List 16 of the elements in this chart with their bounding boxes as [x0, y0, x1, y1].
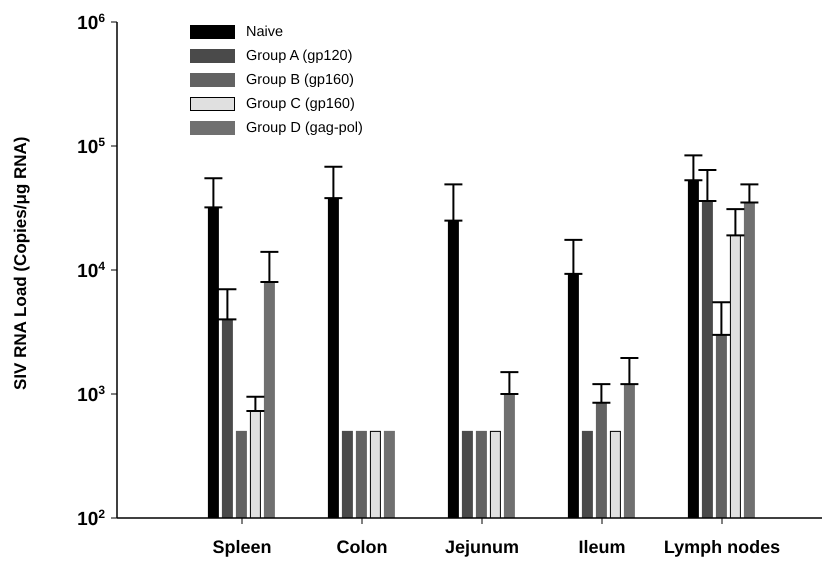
x-tick-label: Colon — [336, 536, 388, 557]
y-tick-label: 10$^{2}$ — [77, 507, 106, 530]
y-tick-label: 10$^{5}$ — [77, 135, 106, 158]
legend-label: Group C (gp160) — [246, 96, 355, 112]
x-tick-label: Jejunum — [444, 536, 520, 557]
legend-label: Naive — [246, 24, 284, 40]
legend-label: Group A (gp120) — [246, 48, 352, 64]
legend-label: Group B (gp160) — [246, 72, 354, 88]
y-tick-label: 10$^{4}$ — [77, 259, 106, 282]
x-tick-label: Ileum — [578, 536, 626, 557]
x-tick-label: Lymph nodes — [664, 536, 780, 557]
legend-label: Group D (gag-pol) — [246, 120, 363, 136]
y-axis-title: SIV RNA Load (Copies/μg RNA) — [11, 136, 30, 390]
y-tick-label: 10$^{6}$ — [77, 11, 106, 34]
y-tick-label: 10$^{3}$ — [77, 383, 106, 406]
x-tick-label: Spleen — [212, 536, 272, 557]
